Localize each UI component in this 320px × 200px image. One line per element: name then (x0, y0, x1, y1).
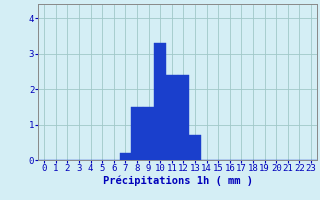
Bar (120, 153, 131, 160)
X-axis label: Précipitations 1h ( mm ): Précipitations 1h ( mm ) (103, 176, 252, 186)
Bar (178, 75, 189, 160)
Bar (189, 135, 201, 160)
Bar (166, 75, 178, 160)
Bar (131, 107, 143, 160)
Bar (155, 43, 166, 160)
Bar (143, 107, 155, 160)
